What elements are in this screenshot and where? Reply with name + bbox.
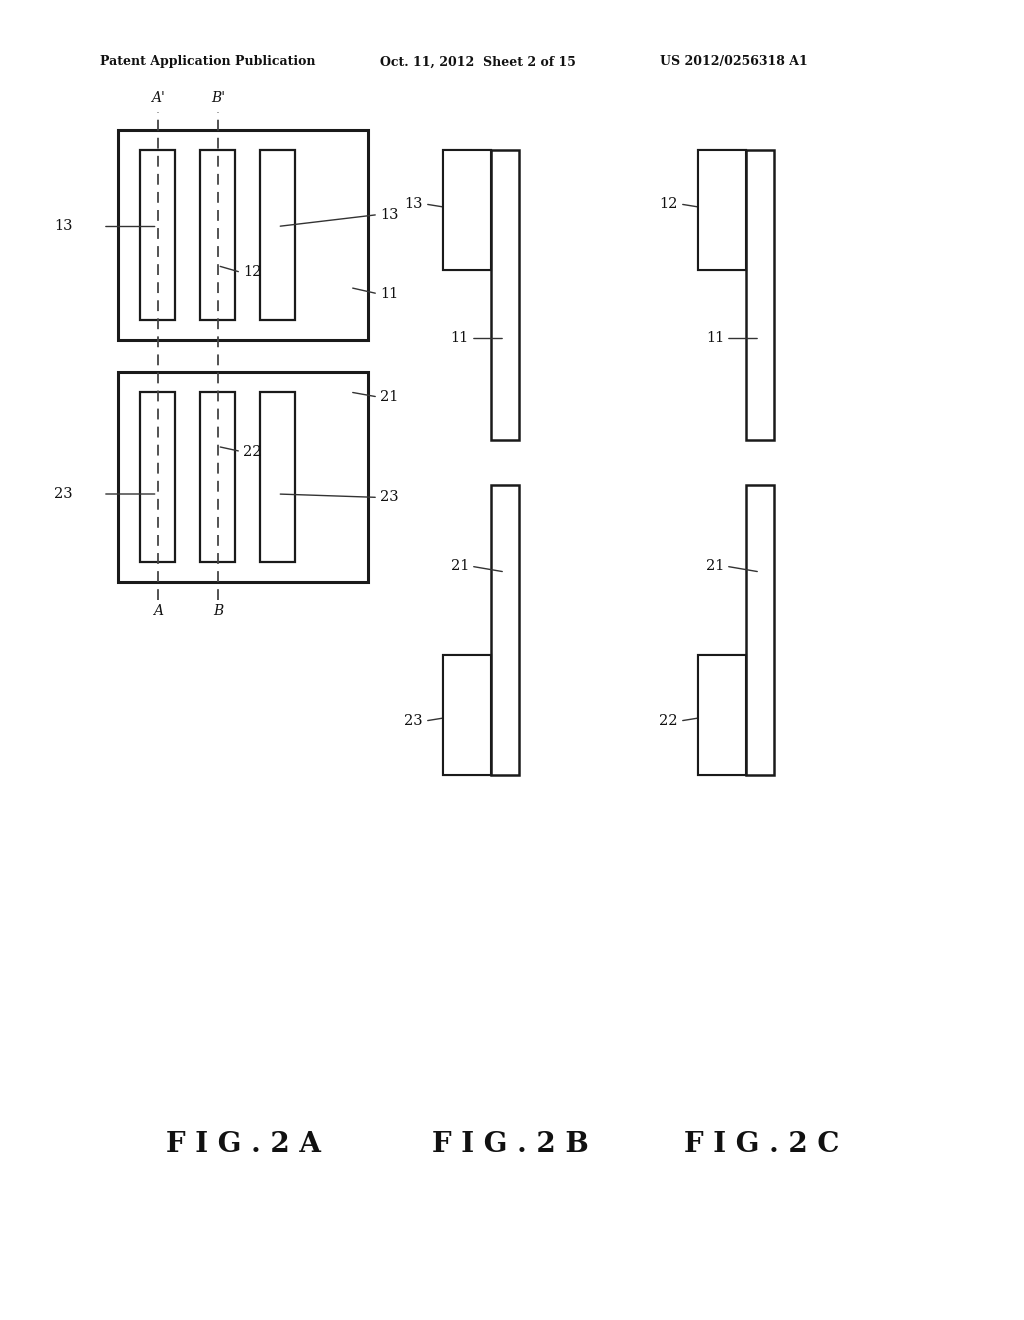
Text: 11: 11	[451, 331, 469, 346]
Text: F I G . 2 A: F I G . 2 A	[166, 1131, 321, 1159]
Text: 13: 13	[380, 207, 398, 222]
Bar	[140, 392, 175, 562]
Text: 22: 22	[659, 714, 678, 729]
Bar	[118, 372, 368, 582]
Text: 12: 12	[243, 265, 261, 280]
Bar	[443, 150, 490, 271]
Text: A': A'	[152, 91, 166, 106]
Text: 11: 11	[706, 331, 724, 346]
Text: US 2012/0256318 A1: US 2012/0256318 A1	[660, 55, 808, 69]
Bar	[200, 392, 234, 562]
Bar	[140, 150, 175, 319]
Bar	[118, 129, 368, 341]
Text: 23: 23	[380, 491, 398, 504]
Text: 23: 23	[404, 714, 423, 729]
Text: Oct. 11, 2012  Sheet 2 of 15: Oct. 11, 2012 Sheet 2 of 15	[380, 55, 575, 69]
Bar	[490, 484, 519, 775]
Text: B: B	[213, 605, 223, 618]
Bar	[698, 150, 746, 271]
Text: B': B'	[211, 91, 225, 106]
Text: Patent Application Publication: Patent Application Publication	[100, 55, 315, 69]
Bar	[746, 150, 774, 440]
Text: A: A	[154, 605, 164, 618]
Bar	[698, 655, 746, 775]
Bar	[260, 392, 295, 562]
Bar	[746, 484, 774, 775]
Text: F I G . 2 C: F I G . 2 C	[684, 1131, 840, 1159]
Bar	[443, 150, 490, 271]
Bar	[200, 150, 234, 319]
Bar	[698, 150, 746, 271]
Bar	[490, 150, 519, 440]
Text: 13: 13	[404, 197, 423, 211]
Bar	[443, 655, 490, 775]
Text: 23: 23	[54, 487, 73, 502]
Text: 13: 13	[54, 219, 73, 234]
Text: 22: 22	[243, 445, 261, 458]
Bar	[260, 150, 295, 319]
Text: 12: 12	[659, 197, 678, 211]
Text: F I G . 2 B: F I G . 2 B	[432, 1131, 589, 1159]
Text: 21: 21	[706, 560, 724, 573]
Bar	[698, 655, 746, 775]
Text: 21: 21	[380, 389, 398, 404]
Text: 21: 21	[451, 560, 469, 573]
Bar	[443, 655, 490, 775]
Text: 11: 11	[380, 286, 398, 301]
